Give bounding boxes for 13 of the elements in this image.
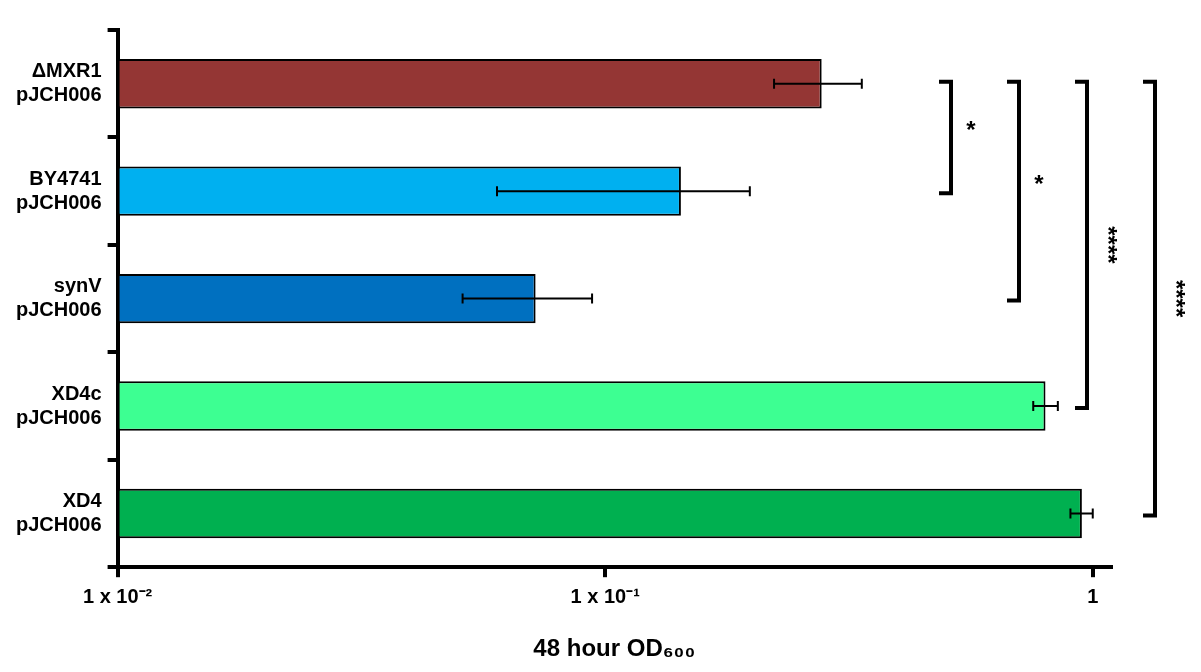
y-tick-label: ΔMXR1 pJCH006 xyxy=(15,59,102,106)
x-axis-title: 48 hour OD₆₀₀ xyxy=(533,634,696,662)
text: **** xyxy=(1163,279,1191,318)
y-tick-label: XD4 pJCH006 xyxy=(15,489,103,535)
annotation: * xyxy=(1034,169,1045,197)
annotation: **** xyxy=(1095,226,1123,265)
y-tick-label: XD4c pJCH006 xyxy=(15,381,102,428)
annotation: * xyxy=(966,116,977,144)
y-tick-label: synV pJCH006 xyxy=(15,274,103,321)
y-tick-label: BY4741 pJCH006 xyxy=(15,166,102,213)
x-tick-label: 1 x 10⁻² xyxy=(82,584,153,607)
x-tick-label: 1 xyxy=(1087,584,1099,607)
x-tick-label: 1 x 10⁻¹ xyxy=(570,584,641,607)
